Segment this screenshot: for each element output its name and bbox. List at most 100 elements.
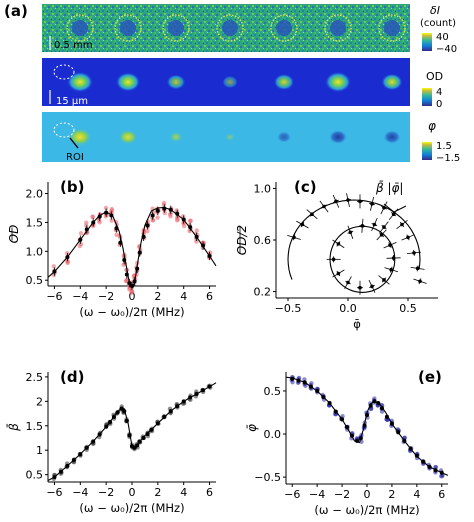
mean-point <box>439 470 444 475</box>
mean-point <box>315 388 320 393</box>
od-spot-6 <box>381 73 403 91</box>
raw-point <box>129 289 135 294</box>
mean-point <box>302 380 307 385</box>
panel-label-a: (a) <box>4 2 28 20</box>
mean-point <box>141 234 146 239</box>
mean-point <box>109 213 114 218</box>
x-tick-label: 6 <box>206 486 213 499</box>
phi-spot-3 <box>224 132 236 142</box>
panel-label-d: (d) <box>60 368 85 386</box>
raw-point <box>51 264 57 269</box>
od-spot-3 <box>222 75 238 89</box>
mean-point <box>379 406 384 411</box>
mean-point <box>141 436 146 440</box>
raw-point <box>150 217 156 223</box>
ring-1 <box>114 14 142 42</box>
y-tick-label: 0.6 <box>254 234 272 247</box>
x-axis-label: (ω − ω₀)/2π (MHz) <box>314 503 419 517</box>
mean-point <box>58 469 63 474</box>
mean-point <box>340 417 345 422</box>
mean-point <box>65 255 70 260</box>
x-tick-label: 4 <box>413 488 420 501</box>
y-tick-label: 1.5 <box>26 420 44 433</box>
chart-e: −6 −4 −2 0 2 4 6 −0.5 0.0 0.5 (ω − ω₀)/2π (MHz) φ̄ <box>245 372 449 517</box>
y-tick-label: 2.0 <box>26 188 44 201</box>
mean-point <box>362 423 367 428</box>
annotation-text: β̄ |φ̄| <box>375 181 403 195</box>
mean-point <box>400 222 404 227</box>
ring-core-4 <box>276 20 292 36</box>
cb3-title: φ <box>428 119 436 133</box>
annotation-arrow-1 <box>383 203 395 213</box>
mean-point <box>188 395 193 400</box>
y-tick-label: 2.5 <box>26 371 44 384</box>
mean-point <box>104 210 109 215</box>
x-tick-label: −2 <box>98 486 114 499</box>
mean-point <box>331 257 336 262</box>
ring-core-2 <box>168 20 184 36</box>
mean-point <box>382 225 386 229</box>
mean-point <box>108 419 113 424</box>
chart-c: −0.5 0.0 0.5 0.2 0.6 1.0 φ̄ OD/2 β̄ |φ̄| <box>235 181 438 331</box>
mean-point <box>412 251 416 255</box>
mean-point <box>145 432 150 437</box>
image-strips: 0.5 mm 15 μm ROI δI (count) 40 −40 OD 4 … <box>42 4 460 164</box>
mean-point <box>118 240 123 245</box>
mean-point <box>360 224 365 228</box>
mean-point <box>194 392 199 396</box>
ring-4 <box>270 14 298 42</box>
raw-point <box>162 210 168 216</box>
mean-point <box>391 256 396 260</box>
raw-point <box>440 473 445 479</box>
od-spot-5 <box>324 71 352 93</box>
mean-point <box>382 278 386 282</box>
x-tick-label: 2 <box>154 290 161 303</box>
raw-point <box>433 465 439 470</box>
mean-point <box>175 211 180 216</box>
x-tick-label: −0.5 <box>275 302 302 315</box>
x-tick-label: 6 <box>206 290 213 303</box>
y-tick-label: 1.5 <box>26 216 44 229</box>
mean-point <box>201 388 206 393</box>
mean-point <box>127 281 132 286</box>
x-tick-label: 0 <box>129 290 136 303</box>
mean-point <box>322 204 326 209</box>
mean-point <box>290 376 295 381</box>
mean-point <box>97 432 102 437</box>
mean-point <box>418 279 422 284</box>
mean-point <box>333 409 338 414</box>
ring-5 <box>324 14 352 42</box>
mean-point <box>155 421 160 426</box>
x-tick-label: −4 <box>309 488 325 501</box>
mean-point <box>376 401 381 406</box>
colorbar-2 <box>422 88 432 106</box>
mean-point <box>327 401 332 406</box>
mean-point <box>122 258 127 262</box>
y-axis-label: OD <box>7 225 21 244</box>
mean-point <box>78 452 83 457</box>
fit-curve <box>285 376 449 476</box>
mean-point <box>181 217 186 222</box>
mean-point <box>145 223 150 228</box>
x-tick-label: −2 <box>334 488 350 501</box>
raw-point <box>151 210 156 215</box>
mean-point <box>348 230 353 235</box>
raw-point <box>65 259 70 265</box>
raw-point <box>78 231 84 236</box>
phi-spot-0 <box>68 127 92 147</box>
y-axis-label: φ̄ <box>245 424 259 432</box>
mean-point <box>427 464 432 469</box>
mean-point <box>130 284 134 288</box>
mean-point <box>91 220 96 225</box>
mean-point <box>168 409 173 414</box>
od-spot-4 <box>273 73 295 91</box>
ring-2 <box>162 14 190 42</box>
x-tick-label: −6 <box>46 486 62 499</box>
raw-point <box>174 218 180 223</box>
mean-point <box>402 438 407 443</box>
ring-core-1 <box>120 20 136 36</box>
mean-point <box>321 394 326 399</box>
mean-point <box>296 378 301 383</box>
roi-ellipse <box>53 122 75 138</box>
od-spot-2 <box>166 74 186 90</box>
